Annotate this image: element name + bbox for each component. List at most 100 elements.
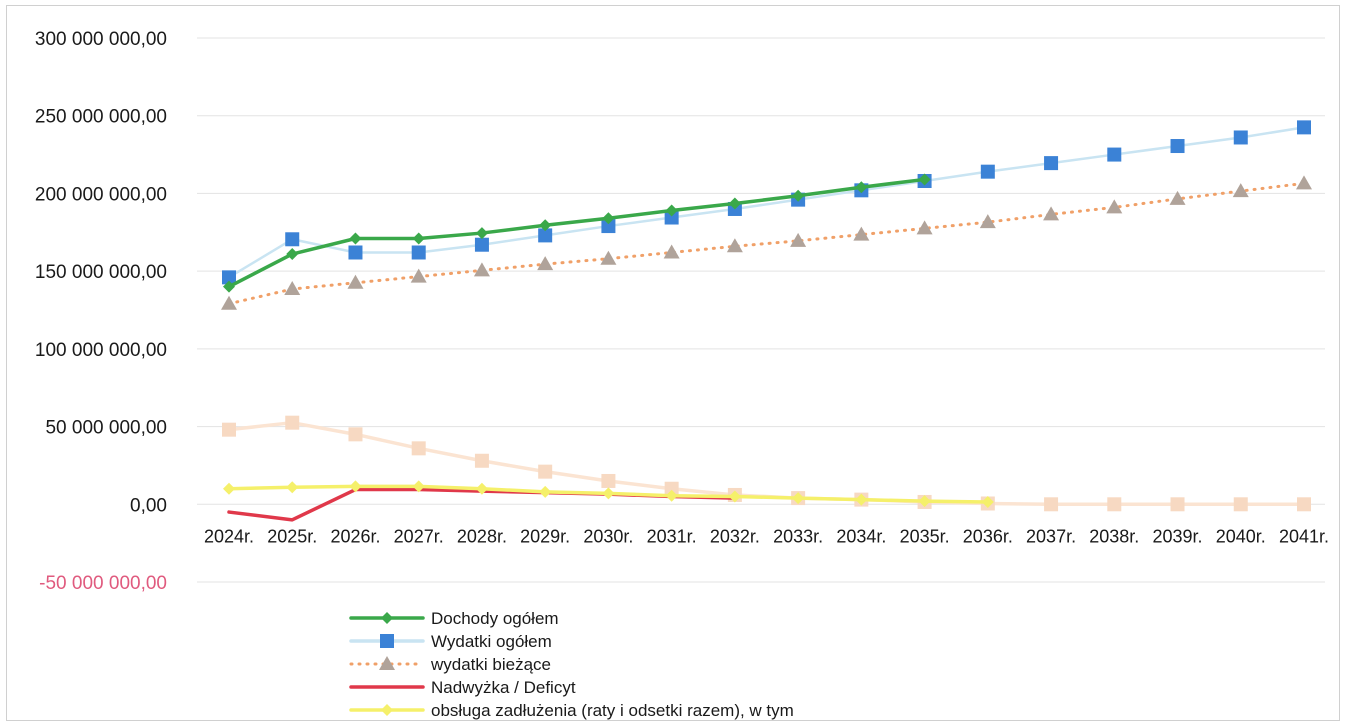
data-point-marker bbox=[1044, 497, 1059, 512]
data-point-marker bbox=[1297, 120, 1311, 135]
data-point-marker bbox=[538, 464, 553, 479]
series-4 bbox=[223, 480, 994, 508]
y-tick-label: -50 000 000,00 bbox=[39, 573, 167, 594]
x-tick-label: 2037r. bbox=[1026, 526, 1076, 546]
x-tick-label: 2027r. bbox=[394, 526, 444, 546]
data-point-marker bbox=[286, 248, 299, 261]
x-tick-label: 2031r. bbox=[647, 526, 697, 546]
x-tick-label: 2035r. bbox=[900, 526, 950, 546]
series-line bbox=[227, 126, 1306, 279]
data-point-marker bbox=[475, 227, 488, 240]
data-point-marker bbox=[601, 219, 616, 234]
x-tick-label: 2028r. bbox=[457, 526, 507, 546]
x-tick-label: 2039r. bbox=[1153, 526, 1203, 546]
y-tick-label: 50 000 000,00 bbox=[45, 418, 167, 439]
line-chart: 300 000 000,00 250 000 000,00 200 000 000,… bbox=[35, 29, 1329, 720]
legend-swatch-marker bbox=[381, 704, 393, 716]
data-point-marker bbox=[349, 480, 362, 493]
data-point-marker bbox=[1107, 147, 1122, 162]
data-point-marker bbox=[600, 250, 617, 265]
data-point-marker bbox=[665, 489, 678, 502]
data-point-marker bbox=[411, 441, 426, 456]
data-point-marker bbox=[1106, 199, 1123, 214]
data-point-marker bbox=[792, 189, 805, 202]
legend-label: Nadwyżka / Deficyt bbox=[431, 678, 576, 697]
series-line bbox=[227, 177, 927, 289]
x-tick-label: 2024r. bbox=[204, 526, 254, 546]
data-point-marker bbox=[918, 173, 931, 186]
data-point-marker bbox=[537, 256, 554, 271]
data-point-marker bbox=[411, 245, 426, 260]
legend-label: Dochody ogółem bbox=[431, 609, 559, 628]
data-point-marker bbox=[285, 415, 300, 430]
data-point-marker bbox=[539, 219, 552, 232]
data-point-marker bbox=[602, 487, 615, 500]
data-point-marker bbox=[347, 274, 364, 289]
legend-item: wydatki bieżące bbox=[349, 655, 551, 674]
data-point-marker bbox=[1169, 190, 1186, 205]
legend-item: Nadwyżka / Deficyt bbox=[349, 678, 576, 697]
data-point-marker bbox=[663, 244, 680, 259]
legend: Dochody ogółem Wydatki ogółem wydatki bież… bbox=[349, 609, 794, 720]
data-point-marker bbox=[284, 281, 301, 296]
legend-label: Wydatki ogółem bbox=[431, 632, 552, 651]
x-tick-label: 2034r. bbox=[836, 526, 886, 546]
legend-label: wydatki bieżące bbox=[430, 655, 551, 674]
legend-swatch-marker bbox=[379, 656, 395, 670]
data-point-marker bbox=[728, 490, 741, 503]
data-point-marker bbox=[473, 262, 490, 277]
y-axis-labels: 300 000 000,00 250 000 000,00 200 000 000,… bbox=[35, 29, 167, 594]
x-tick-label: 2025r. bbox=[267, 526, 317, 546]
x-tick-label: 2036r. bbox=[963, 526, 1013, 546]
data-point-marker bbox=[222, 270, 236, 285]
series-2 bbox=[221, 175, 1312, 310]
data-point-marker bbox=[601, 473, 616, 488]
data-point-marker bbox=[981, 495, 994, 508]
data-point-marker bbox=[412, 480, 425, 493]
data-point-marker bbox=[792, 492, 805, 505]
y-tick-label: 300 000 000,00 bbox=[35, 29, 167, 50]
data-point-marker bbox=[855, 181, 868, 194]
series-0 bbox=[223, 173, 931, 293]
y-tick-label: 100 000 000,00 bbox=[35, 340, 167, 361]
x-axis-labels: 2024r. 2025r. 2026r. 2027r. 2028r. 2029r. 2030… bbox=[204, 526, 1329, 546]
y-tick-label: 200 000 000,00 bbox=[35, 184, 167, 205]
data-point-marker bbox=[475, 482, 488, 495]
data-point-marker bbox=[1297, 497, 1311, 512]
data-point-marker bbox=[853, 226, 870, 241]
data-point-marker bbox=[1170, 497, 1185, 512]
legend-label: obsługa zadłużenia (raty i odsetki razem… bbox=[431, 701, 794, 720]
data-point-marker bbox=[665, 204, 678, 217]
data-point-marker bbox=[222, 422, 236, 437]
legend-item: Dochody ogółem bbox=[349, 609, 559, 628]
data-point-marker bbox=[1170, 139, 1185, 154]
data-point-marker bbox=[539, 485, 552, 498]
data-point-marker bbox=[855, 493, 868, 506]
data-point-marker bbox=[918, 495, 931, 508]
legend-swatch-marker bbox=[380, 634, 394, 648]
data-point-marker bbox=[349, 232, 362, 245]
data-point-marker bbox=[286, 481, 299, 494]
data-point-marker bbox=[1232, 183, 1249, 198]
legend-item: obsługa zadłużenia (raty i odsetki razem… bbox=[349, 701, 794, 720]
x-tick-label: 2041r. bbox=[1279, 526, 1329, 546]
data-point-marker bbox=[728, 197, 741, 210]
chart-frame: 300 000 000,00 250 000 000,00 200 000 000,… bbox=[6, 5, 1340, 721]
data-point-marker bbox=[412, 232, 425, 245]
y-tick-label: 0,00 bbox=[130, 495, 167, 516]
data-point-marker bbox=[223, 482, 235, 495]
data-point-marker bbox=[223, 280, 235, 293]
data-point-marker bbox=[1107, 497, 1122, 512]
x-tick-label: 2038r. bbox=[1089, 526, 1139, 546]
data-point-marker bbox=[916, 220, 933, 235]
series-line bbox=[227, 420, 1306, 507]
data-point-marker bbox=[790, 232, 807, 247]
x-tick-label: 2030r. bbox=[583, 526, 633, 546]
data-point-marker bbox=[979, 214, 996, 229]
data-point-marker bbox=[664, 481, 679, 496]
data-point-marker bbox=[1296, 175, 1312, 190]
data-point-marker bbox=[726, 238, 743, 253]
data-point-marker bbox=[474, 453, 489, 468]
data-point-marker bbox=[348, 245, 363, 260]
x-tick-label: 2026r. bbox=[330, 526, 380, 546]
